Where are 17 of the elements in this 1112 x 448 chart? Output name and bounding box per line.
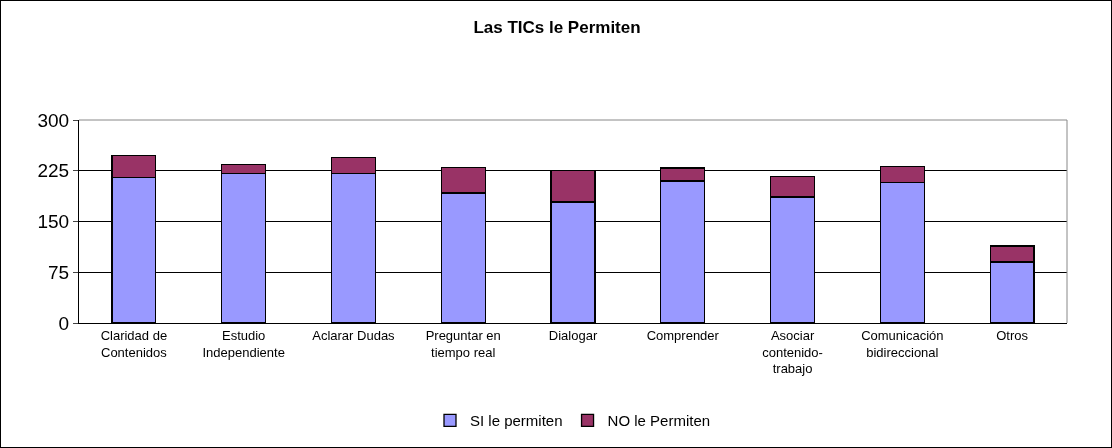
y-tick-label: 75 (48, 261, 70, 283)
x-tick-label: Comunicación bidireccional (861, 327, 944, 360)
y-tick-label: 300 (37, 109, 70, 131)
legend-label: SI le permiten (470, 412, 563, 430)
x-tick-label: Dialogar (548, 327, 598, 343)
x-tick-label: Estudio Independiente (202, 327, 285, 360)
x-tick-label: Claridad de Contenidos (100, 327, 168, 360)
x-tick-label: Comprender (646, 327, 720, 343)
y-tick-label: 225 (37, 160, 70, 182)
x-tick-label: Otros (996, 327, 1029, 343)
x-tick-label: Aclarar Dudas (312, 327, 396, 343)
y-tick-label: 0 (58, 312, 70, 334)
chart-title: Las TICs le Permiten (473, 18, 641, 38)
y-tick-label: 150 (37, 211, 70, 233)
legend-label: NO le Permiten (607, 412, 711, 430)
x-tick-label: Preguntar en tiempo real (425, 327, 501, 360)
x-tick-label: Asociar contenido- trabajo (762, 327, 823, 377)
